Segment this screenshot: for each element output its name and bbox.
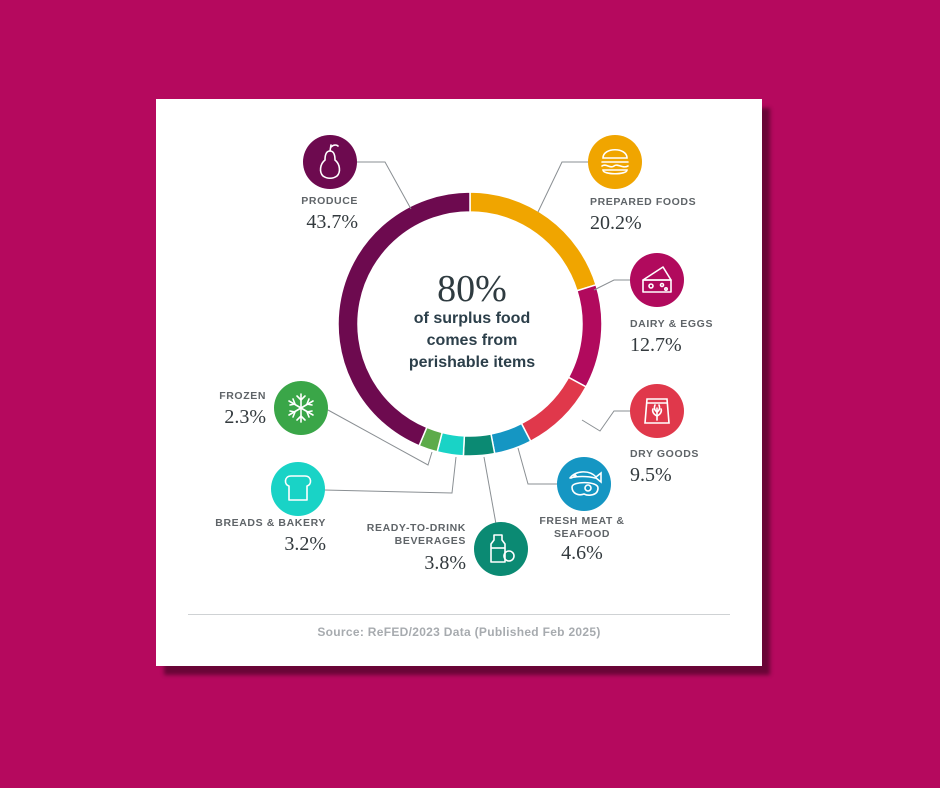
leader-frozen bbox=[327, 409, 433, 466]
divider bbox=[188, 614, 730, 615]
grain-bag-icon bbox=[630, 384, 684, 438]
value-fresh-meat-seafood: 4.6% bbox=[561, 542, 603, 564]
donut-slices bbox=[337, 191, 603, 457]
label-dry-goods: DRY GOODS bbox=[630, 448, 699, 460]
headline-value: 80% bbox=[437, 268, 507, 310]
label-fresh-meat-seafood: FRESH MEAT & SEAFOOD bbox=[527, 515, 637, 541]
leader-lines bbox=[323, 161, 630, 525]
cheese-icon bbox=[630, 253, 684, 307]
leader-dry bbox=[581, 410, 630, 432]
value-ready-to-drink: 3.8% bbox=[424, 552, 466, 574]
burger-icon bbox=[588, 135, 642, 189]
headline-text: of surplus food comes from perishable it… bbox=[362, 308, 582, 374]
fish-steak-icon bbox=[557, 457, 611, 511]
headline-line-3: perishable items bbox=[408, 354, 536, 371]
donut-slice-produce bbox=[337, 191, 471, 447]
donut-slice-dry-goods bbox=[520, 376, 588, 443]
label-fresh-meat-line-1: FRESH MEAT & bbox=[539, 515, 625, 527]
label-breads-bakery: BREADS & BAKERY bbox=[215, 517, 326, 529]
value-frozen: 2.3% bbox=[224, 406, 266, 428]
label-fresh-meat-line-2: SEAFOOD bbox=[553, 528, 611, 540]
leader-meat bbox=[517, 447, 557, 485]
leader-dairy bbox=[593, 279, 630, 291]
donut-slice-ready-to-drink-beverages bbox=[462, 433, 496, 457]
source-note: Source: ReFED/2023 Data (Published Feb 2… bbox=[317, 625, 601, 639]
leader-breads bbox=[323, 456, 457, 494]
leader-produce bbox=[357, 161, 412, 210]
label-frozen: FROZEN bbox=[219, 390, 266, 402]
headline-line-1: of surplus food bbox=[413, 310, 531, 327]
label-produce: PRODUCE bbox=[301, 195, 358, 207]
pear-icon bbox=[303, 135, 357, 189]
value-produce: 43.7% bbox=[306, 211, 358, 233]
leader-beverages bbox=[483, 456, 497, 525]
value-dry-goods: 9.5% bbox=[630, 464, 672, 486]
value-dairy-eggs: 12.7% bbox=[630, 334, 682, 356]
label-ready-to-drink-line-1: READY-TO-DRINK bbox=[366, 522, 466, 534]
value-prepared-foods: 20.2% bbox=[590, 212, 642, 234]
label-ready-to-drink: READY-TO-DRINK BEVERAGES bbox=[345, 522, 466, 548]
label-ready-to-drink-line-2: BEVERAGES bbox=[394, 535, 466, 547]
value-breads-bakery: 3.2% bbox=[284, 533, 326, 555]
label-prepared-foods: PREPARED FOODS bbox=[590, 196, 697, 208]
headline-line-2: comes from bbox=[426, 332, 518, 349]
leader-prepared bbox=[537, 161, 588, 213]
bottle-icon bbox=[474, 522, 528, 576]
snowflake-icon bbox=[274, 381, 328, 435]
bread-icon bbox=[271, 462, 325, 516]
label-dairy-eggs: DAIRY & EGGS bbox=[630, 318, 714, 330]
